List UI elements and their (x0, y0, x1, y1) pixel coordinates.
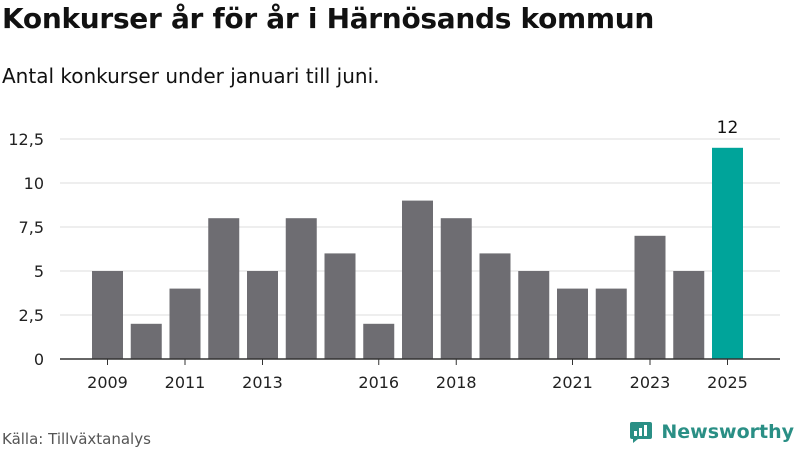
y-tick-label: 7,5 (19, 218, 44, 237)
chart-subtitle: Antal konkurser under januari till juni. (2, 64, 380, 88)
x-tick-label: 2016 (358, 373, 399, 392)
bar-2009 (92, 271, 123, 359)
data-label: 12 (717, 118, 739, 138)
y-tick-label: 12,5 (8, 130, 44, 149)
bar-2013 (247, 271, 278, 359)
x-tick-label: 2023 (630, 373, 671, 392)
x-axis-ticks: 2009 2011 2013 2016 2018 2021 2023 2025 (60, 358, 780, 392)
bar-2019 (479, 253, 511, 359)
bar-2015 (324, 253, 356, 359)
bar-2020 (518, 271, 550, 359)
bar-2011 (169, 288, 201, 359)
brand-name: Newsworthy (661, 421, 794, 443)
bar-2018 (440, 218, 472, 359)
bar-2025 (712, 147, 743, 359)
x-tick-label: 2025 (707, 373, 748, 392)
bar-2022 (595, 288, 627, 359)
bar-2014 (285, 218, 317, 359)
bar-2023 (634, 235, 666, 359)
y-tick-label: 10 (24, 174, 44, 193)
bar-2010 (130, 323, 162, 359)
bar-2021 (557, 288, 588, 359)
x-tick-label: 2011 (165, 373, 206, 392)
y-axis-ticks: 0 2,5 5 7,5 10 12,5 (8, 130, 44, 369)
chart-title: Konkurser år för år i Härnösands kommun (2, 2, 655, 35)
bar-2017 (402, 200, 433, 359)
y-tick-label: 2,5 (19, 306, 44, 325)
source-note: Källa: Tillväxtanalys (2, 430, 151, 448)
bar-2024 (673, 271, 705, 359)
x-tick-label: 2021 (552, 373, 593, 392)
y-tick-label: 5 (34, 262, 44, 281)
y-tick-label: 0 (34, 350, 44, 369)
x-tick-label: 2013 (242, 373, 283, 392)
x-tick-label: 2009 (87, 373, 128, 392)
brand-logo: Newsworthy (629, 420, 794, 444)
bar-2016 (363, 323, 395, 359)
data-labels: 12 (717, 118, 739, 138)
bar-2012 (208, 218, 240, 359)
x-tick-label: 2018 (436, 373, 477, 392)
newsworthy-logo-icon (630, 422, 653, 443)
bars (92, 147, 743, 359)
